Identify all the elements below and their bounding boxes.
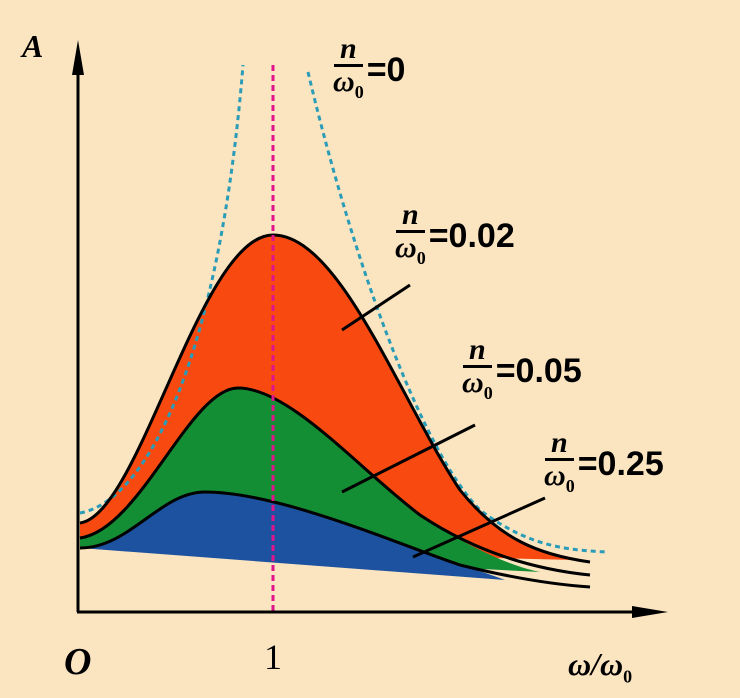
x-axis-arrow (632, 606, 668, 618)
label-n-0.25: n ω0 =0.25 (544, 426, 664, 497)
label-n-0: n ω0 =0 (333, 32, 406, 103)
curve-n-0.02 (79, 233, 591, 564)
leader-n-0.25 (412, 496, 546, 559)
curve-n-0.25 (79, 490, 591, 589)
curve-n-0.05 (79, 386, 591, 577)
curve-n-0 (79, 64, 245, 515)
leader-n-0.02 (341, 283, 411, 332)
fill-n-0.25 (80, 492, 505, 580)
label-n-0.02: n ω0 =0.02 (395, 198, 515, 269)
origin-label: O (64, 641, 92, 683)
y-axis-label: A (22, 28, 44, 64)
curve-n-0-right (306, 71, 608, 554)
x-axis-label: ω/ω0 (568, 646, 633, 687)
label-n-0.05: n ω0 =0.05 (462, 333, 582, 404)
y-axis-arrow (72, 40, 84, 75)
x-tick-1: 1 (264, 637, 282, 677)
leader-n-0.05 (341, 423, 476, 494)
